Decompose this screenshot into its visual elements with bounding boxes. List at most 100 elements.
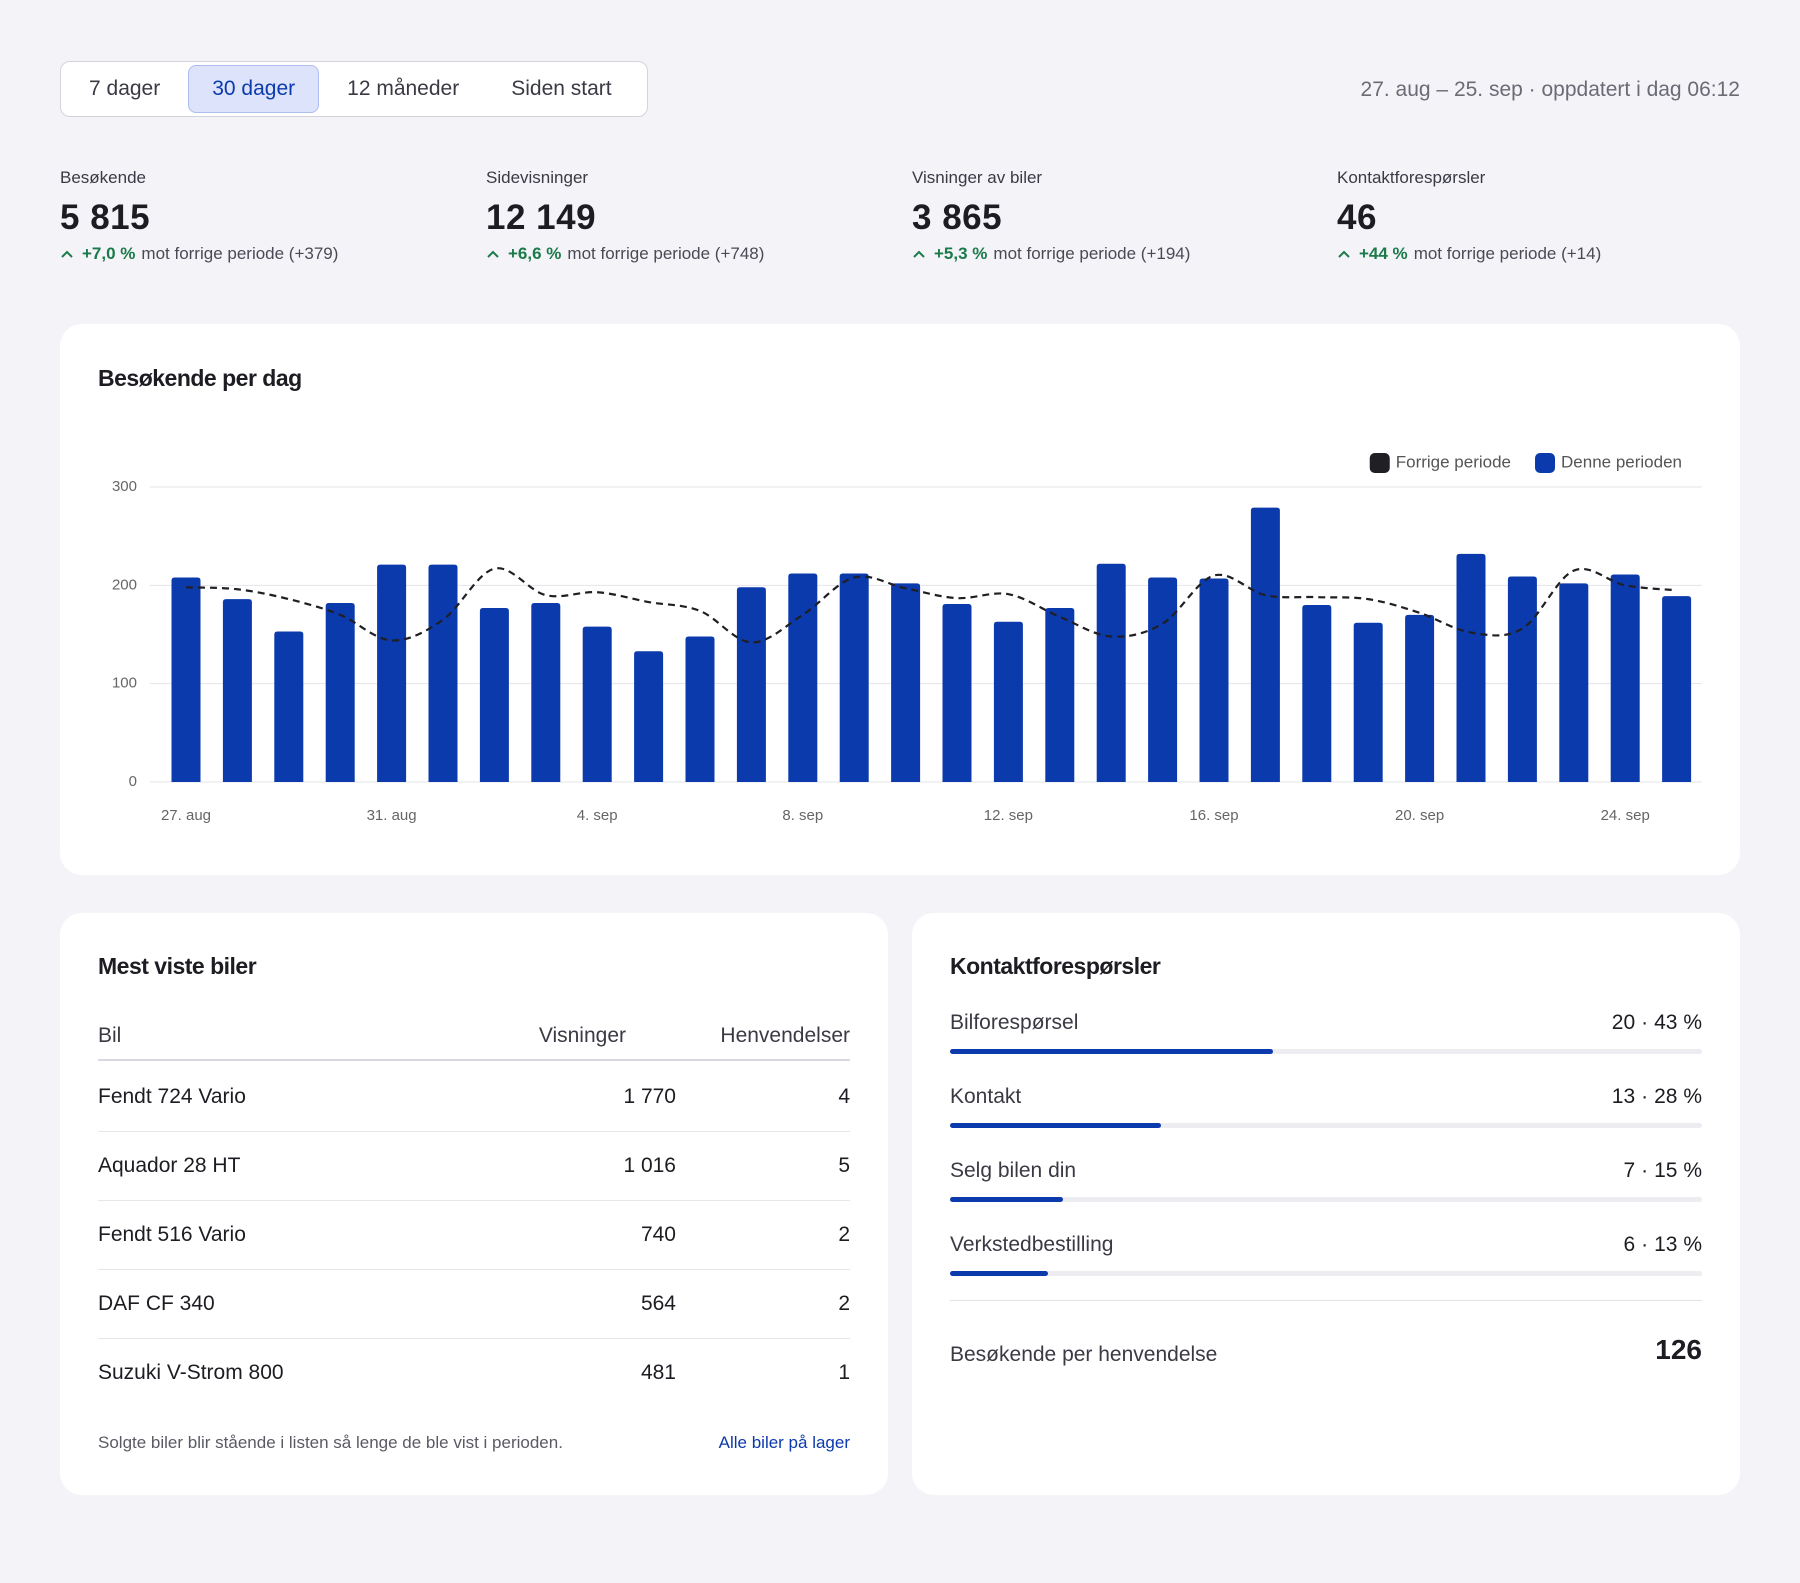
inquiry-count: 20 — [1611, 1011, 1636, 1034]
table-cell: DAF CF 340 — [98, 1292, 215, 1315]
line — [185, 567, 1677, 644]
kpi-delta: +44 % mot forrige periode (+14) — [1337, 244, 1737, 264]
kpi-value: 5 815 — [60, 198, 151, 237]
period-button[interactable]: 7 dager — [89, 77, 161, 100]
bar — [634, 651, 664, 782]
share-bar — [950, 1197, 1063, 1202]
table-cell: 2 — [838, 1292, 850, 1315]
bar-track — [950, 1123, 1702, 1128]
summary-label: Besøkende per henvendelse — [950, 1343, 1218, 1366]
inquiry-label: Kontakt — [950, 1085, 1022, 1108]
inquiry-row: Kontakt 13 28 % — [950, 1085, 1702, 1159]
bar — [1148, 577, 1178, 782]
legend-label: Denne perioden — [1561, 452, 1682, 471]
kpi-delta: +6,6 % mot forrige periode (+748) — [486, 244, 886, 264]
inquiry-row: Verkstedbestilling 6 13 % — [950, 1233, 1702, 1307]
up-arrow-icon — [1338, 250, 1350, 258]
table-cell: 1 016 — [623, 1154, 676, 1177]
period-button[interactable]: Siden start — [511, 77, 612, 100]
column-header: Bil — [98, 1024, 122, 1047]
table-cell: 2 — [838, 1223, 850, 1246]
top-cars-card: Mest viste biler Solgte biler blir ståen… — [60, 913, 888, 1495]
kpi-note: mot forrige periode (+379) — [141, 244, 339, 263]
card-title: Kontaktforespørsler — [950, 953, 1161, 979]
inquiry-count: 13 — [1611, 1085, 1636, 1108]
column-header: Henvendelser — [720, 1024, 850, 1047]
footnote: Solgte biler blir stående i listen så le… — [98, 1433, 563, 1452]
kpi-value: 3 865 — [912, 198, 1003, 237]
x-tick-label: 12. sep — [984, 807, 1033, 824]
bar — [171, 577, 201, 782]
kpi-value: 46 — [1337, 198, 1377, 237]
table-header: Bil Visninger Henvendelser — [98, 1013, 850, 1061]
x-tick-label: 8. sep — [782, 807, 823, 824]
inquiry-share: 13 % — [1654, 1233, 1702, 1256]
inventory-link[interactable]: Alle biler på lager — [718, 1433, 850, 1452]
up-arrow-icon — [913, 250, 925, 258]
period-button[interactable]: 12 måneder — [347, 77, 460, 100]
table-cell: 1 770 — [623, 1085, 676, 1108]
separator — [1635, 1233, 1654, 1256]
table-row: Fendt 516 Vario 740 2 — [98, 1201, 850, 1270]
bar — [428, 564, 458, 782]
period-selector: 7 dager 30 dager 12 måneder Siden start — [60, 61, 648, 117]
bar — [531, 603, 561, 782]
divider — [950, 1300, 1702, 1301]
inquiry-share: 28 % — [1654, 1085, 1702, 1108]
chart-card: Besøkende per dag 0 100 200 300 27. aug 31. a… — [60, 324, 1740, 875]
kpi-label: Sidevisninger — [486, 168, 589, 187]
bar — [1610, 574, 1640, 782]
table-row: Fendt 724 Vario 1 770 4 — [98, 1063, 850, 1132]
x-tick-label: 27. aug — [161, 807, 211, 824]
kpi-note: mot forrige periode (+748) — [567, 244, 765, 263]
bar — [1405, 614, 1435, 782]
kpi-note: mot forrige periode (+14) — [1413, 244, 1602, 263]
share-bar — [950, 1049, 1274, 1054]
bar — [736, 587, 766, 782]
table-cell: Aquador 28 HT — [98, 1154, 241, 1177]
kpi-note: mot forrige periode (+194) — [993, 244, 1191, 263]
bar — [377, 564, 407, 782]
inquiry-row: Bilforespørsel 20 43 % — [950, 1011, 1702, 1085]
separator — [1635, 1085, 1654, 1108]
card-title: Mest viste biler — [98, 953, 257, 979]
separator — [1635, 1159, 1654, 1182]
inquiry-row: Selg bilen din 7 15 % — [950, 1159, 1702, 1233]
summary-value: 126 — [1655, 1334, 1702, 1365]
bar — [1507, 576, 1537, 782]
table-row: DAF CF 340 564 2 — [98, 1270, 850, 1339]
y-tick-label: 100 — [112, 675, 137, 692]
share-bar — [950, 1271, 1048, 1276]
inquiry-value: 6 13 % — [1623, 1233, 1702, 1257]
table-cell: 564 — [640, 1292, 676, 1315]
period-button[interactable]: 30 dager — [188, 65, 320, 113]
inquiry-label: Bilforespørsel — [950, 1011, 1079, 1034]
bar — [788, 573, 818, 782]
share-bar — [950, 1123, 1161, 1128]
inquiry-label: Selg bilen din — [950, 1159, 1077, 1182]
kpi: Kontaktforespørsler 46 +44 % mot forrige pe… — [1337, 168, 1737, 264]
date-range: 27. aug – 25. sep · oppdatert i dag 06:1… — [1360, 78, 1740, 101]
kpi-delta: +5,3 % mot forrige periode (+194) — [912, 244, 1312, 264]
up-arrow-icon — [487, 250, 499, 258]
bar-track — [950, 1049, 1702, 1054]
table-cell: Fendt 724 Vario — [98, 1085, 246, 1108]
bar-track — [950, 1197, 1702, 1202]
kpi-label: Visninger av biler — [912, 168, 1043, 187]
x-tick-label: 4. sep — [577, 807, 618, 824]
inquiry-share: 15 % — [1654, 1159, 1702, 1182]
table-cell: 481 — [640, 1361, 676, 1384]
bar — [1662, 596, 1692, 782]
bar — [479, 607, 509, 782]
bar — [325, 603, 355, 782]
x-tick-label: 16. sep — [1189, 807, 1238, 824]
table-row: Suzuki V-Strom 800 481 1 — [98, 1339, 850, 1407]
bar — [1353, 622, 1383, 782]
inquiry-count: 7 — [1623, 1159, 1636, 1182]
bar — [1302, 605, 1332, 782]
legend-swatch — [1535, 453, 1556, 473]
table-cell: 5 — [838, 1154, 850, 1177]
y-tick-label: 0 — [129, 773, 137, 790]
up-arrow-icon — [61, 250, 73, 258]
